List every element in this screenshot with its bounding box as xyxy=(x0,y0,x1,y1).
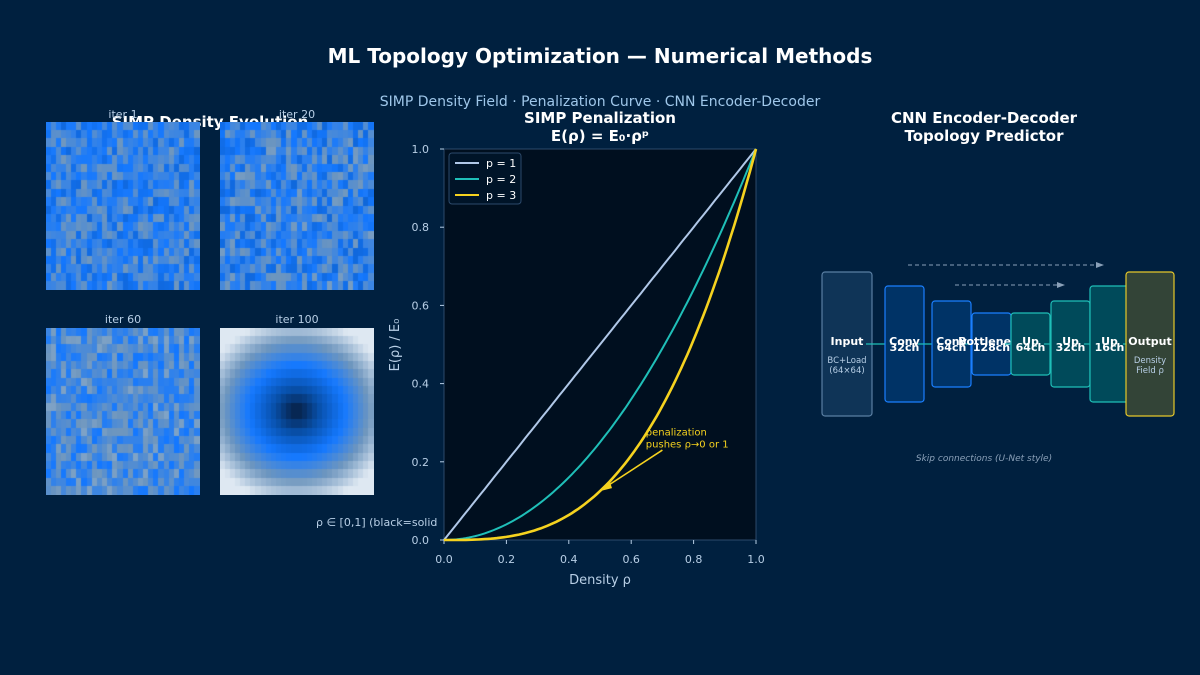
legend-label-p3: p = 3 xyxy=(486,189,516,202)
cnn-block-label: Conv xyxy=(936,335,967,348)
chart-title: SIMP Penalization xyxy=(524,109,676,127)
cnn-block-channels: 16ch xyxy=(1095,341,1125,354)
skip-connection-outer-arrowhead xyxy=(1096,262,1104,268)
x-tick-label: 0.4 xyxy=(560,553,578,566)
cnn-block-channels: 64ch xyxy=(937,341,967,354)
cnn-block-channels: 64ch xyxy=(1016,341,1046,354)
x-tick-label: 1.0 xyxy=(747,553,765,566)
cnn-block-channels: 32ch xyxy=(890,341,920,354)
y-tick-label: 0.2 xyxy=(412,456,430,469)
series-line-p3 xyxy=(444,148,758,542)
cnn-block-sub1: BC+Load xyxy=(827,356,866,366)
iter-label-20: iter 20 xyxy=(278,108,316,121)
density-map-iter-60 xyxy=(46,328,200,495)
y-tick-label: 0.4 xyxy=(412,378,430,391)
cnn-block-sub2: (64×64) xyxy=(829,366,864,376)
density-map-iter-1 xyxy=(46,122,200,290)
cnn-block-label: Up xyxy=(1062,335,1079,348)
cnn-block-label: Output xyxy=(1128,335,1171,348)
skip-connection-inner-arrowhead xyxy=(1057,282,1065,288)
cnn-title-line1: CNN Encoder-Decoder xyxy=(891,109,1078,127)
density-map-iter-100 xyxy=(220,328,374,495)
series-line-p1 xyxy=(443,148,757,541)
y-tick-label: 0.6 xyxy=(412,299,430,312)
legend-label-p1: p = 1 xyxy=(486,157,516,170)
skip-connections-note: Skip connections (U-Net style) xyxy=(916,454,1052,464)
page-subtitle: SIMP Density Field · Penalization Curve … xyxy=(379,94,821,110)
chart-formula: E(ρ) = E₀·ρᵖ xyxy=(551,127,649,145)
y-tick-label: 1.0 xyxy=(412,143,430,156)
cnn-block-channels: 32ch xyxy=(1056,341,1086,354)
annotation-arrowhead xyxy=(600,482,612,492)
legend-label-p2: p = 2 xyxy=(486,173,516,186)
x-tick-label: 0.8 xyxy=(685,553,703,566)
annotation-text-line2: pushes ρ→0 or 1 xyxy=(646,440,729,451)
iter-label-100: iter 100 xyxy=(275,313,319,326)
y-tick-label: 0.0 xyxy=(412,534,430,547)
cnn-block-label: Input xyxy=(831,335,864,348)
iter-label-60: iter 60 xyxy=(104,313,142,326)
density-map-iter-20 xyxy=(220,122,374,290)
annotation-text-line1: penalization xyxy=(646,428,707,439)
cnn-block-label: Up xyxy=(1022,335,1039,348)
cnn-block-7 xyxy=(1125,271,1175,417)
cnn-block-label: Up xyxy=(1101,335,1118,348)
y-tick-label: 0.8 xyxy=(412,221,430,234)
iter-label-1: iter 1 xyxy=(108,108,138,121)
x-axis-label: Density ρ xyxy=(569,573,631,588)
x-tick-label: 0.6 xyxy=(622,553,640,566)
annotation-arrow xyxy=(603,449,663,489)
chart-legend xyxy=(448,152,522,205)
cnn-block-sub1: Density xyxy=(1134,356,1166,366)
page-title: ML Topology Optimization — Numerical Met… xyxy=(327,44,873,68)
series-line-p2 xyxy=(444,148,757,541)
x-tick-label: 0.2 xyxy=(498,553,516,566)
y-axis-label: E(ρ) / E₀ xyxy=(388,319,403,372)
cnn-block-sub2: Field ρ xyxy=(1136,366,1164,376)
x-tick-label: 0.0 xyxy=(435,553,453,566)
cnn-title-line2: Topology Predictor xyxy=(905,127,1065,145)
cnn-block-label: Conv xyxy=(889,335,920,348)
density-caption: ρ ∈ [0,1] (black=solid xyxy=(316,516,438,529)
cnn-block-label: Bottleneck xyxy=(958,335,1026,348)
cnn-block-channels: 128ch xyxy=(973,341,1010,354)
